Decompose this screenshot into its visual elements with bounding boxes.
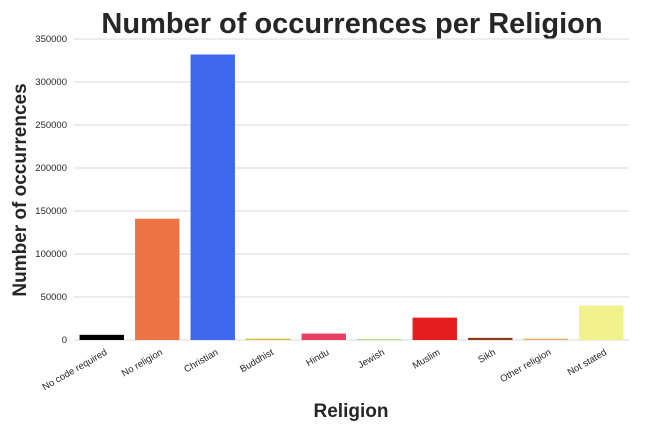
bars (79, 54, 624, 340)
x-tick-label: Not stated (566, 347, 609, 378)
bar (357, 339, 402, 340)
y-tick-label: 250000 (35, 120, 67, 131)
y-tick-label: 300000 (35, 77, 67, 88)
y-tick-label: 350000 (35, 34, 67, 45)
x-tick-labels: No code required No religion Christian Budd… (41, 347, 609, 393)
chart-title: Number of occurrences per Religion (101, 8, 602, 40)
y-tick-label: 50000 (41, 292, 67, 303)
x-tick-label: Buddhist (238, 347, 276, 375)
bar (135, 218, 180, 340)
x-tick-label: Sikh (476, 347, 498, 366)
bar (190, 54, 235, 340)
x-tick-label: Muslim (411, 347, 443, 372)
x-tick-label: Jewish (356, 347, 387, 371)
x-axis-label: Religion (314, 401, 389, 422)
bar (579, 305, 624, 340)
bar (412, 317, 457, 340)
x-tick-label: Hindu (304, 347, 331, 369)
y-tick-label: 200000 (35, 163, 67, 174)
bar (301, 333, 346, 340)
y-axis-label: Number of occurrences (10, 83, 31, 296)
x-tick-label: Other religion (498, 347, 553, 385)
bar (523, 338, 568, 340)
y-tick-label: 0 (62, 335, 67, 346)
y-tick-label: 100000 (35, 249, 67, 260)
bar (468, 337, 513, 340)
y-tick-label: 150000 (35, 206, 67, 217)
x-tick-label: Christian (182, 347, 220, 375)
bar (79, 334, 124, 340)
bar (246, 338, 291, 340)
y-tick-labels: 0 50000 100000 150000 200000 250000 300000 3500… (35, 34, 67, 346)
x-tick-label: No code required (41, 347, 110, 393)
x-tick-label: No religion (120, 347, 165, 379)
